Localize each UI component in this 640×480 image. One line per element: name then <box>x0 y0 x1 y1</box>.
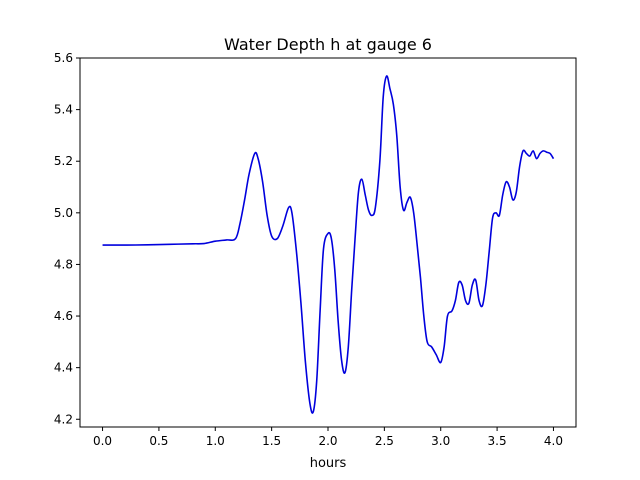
x-tick-label: 4.0 <box>544 434 563 448</box>
x-tick-label: 3.0 <box>431 434 450 448</box>
x-tick-label: 1.0 <box>206 434 225 448</box>
axis-ticks: 0.0 0.5 1.0 1.5 2.0 2.5 3.0 3.5 4.0 4.2 4.4 4.6 4.8 5… <box>54 51 563 448</box>
series-layer <box>102 75 555 414</box>
x-tick-label: 0.5 <box>149 434 168 448</box>
x-tick-label: 2.0 <box>318 434 337 448</box>
x-tick-label: 2.5 <box>375 434 394 448</box>
x-tick-label: 1.5 <box>262 434 281 448</box>
x-axis-label: hours <box>310 456 347 471</box>
chart-title: Water Depth h at gauge 6 <box>224 35 432 54</box>
y-tick-label: 5.4 <box>54 103 73 117</box>
y-tick-label: 4.6 <box>54 309 73 323</box>
y-tick-label: 4.8 <box>54 257 73 271</box>
y-tick-label: 4.4 <box>54 361 73 375</box>
y-tick-label: 5.2 <box>54 154 73 168</box>
plot-frame <box>79 57 577 428</box>
x-tick-label: 3.5 <box>488 434 507 448</box>
y-tick-label: 4.2 <box>54 412 73 426</box>
y-tick-label: 5.0 <box>54 206 73 220</box>
series-line <box>102 75 555 414</box>
y-tick-label: 5.6 <box>54 51 73 65</box>
x-tick-label: 0.0 <box>93 434 112 448</box>
